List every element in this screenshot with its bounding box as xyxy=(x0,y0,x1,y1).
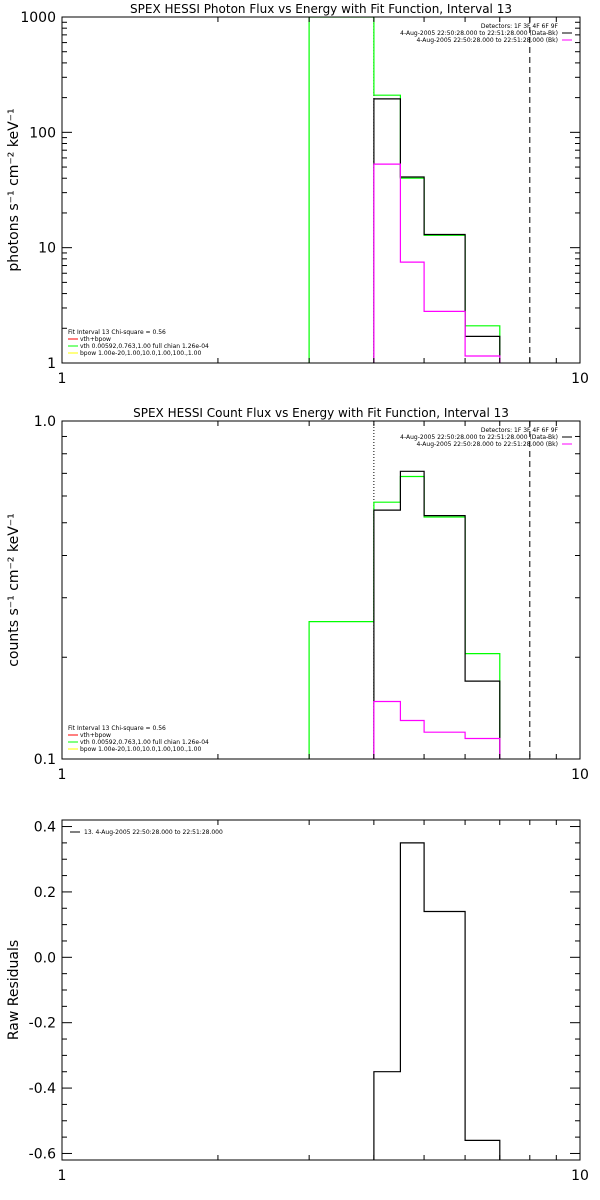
y-axis-label: Raw Residuals xyxy=(6,940,22,1040)
y-tick-label: 0.2 xyxy=(34,885,56,901)
chart-panel-2: SPEX HESSI Count Flux vs Energy with Fit… xyxy=(6,406,589,783)
legend-bottom-text: Fit Interval 13 Chi-square = 0.56 xyxy=(68,329,166,336)
x-tick-label: 1 xyxy=(58,767,67,783)
legend-bottom-text: vth 0.00592,0.763,1.00 full chian 1.26e-… xyxy=(80,343,209,350)
x-tick-label: 10 xyxy=(571,767,589,783)
series-line-2 xyxy=(373,470,501,759)
legend-bottom-text: bpow 1.00e-20,1.00,10.0,1.00,100.,1.00 xyxy=(80,350,201,357)
plot-frame xyxy=(61,16,581,364)
y-axis-label: counts s⁻¹ cm⁻² keV⁻¹ xyxy=(6,513,22,667)
legend-bottom-text: bpow 1.00e-20,1.00,10.0,1.00,100.,1.00 xyxy=(80,746,201,753)
chart-panel-1: SPEX HESSI Photon Flux vs Energy with Fi… xyxy=(6,2,589,387)
legend-top-text: 13. 4-Aug-2005 22:50:28.000 to 22:51:28.… xyxy=(84,829,223,836)
chart-title: SPEX HESSI Count Flux vs Energy with Fit… xyxy=(133,406,509,420)
y-tick-label: 1.0 xyxy=(34,414,56,430)
series-line-3 xyxy=(373,163,501,363)
legend-bottom-text: Fit Interval 13 Chi-square = 0.56 xyxy=(68,725,166,732)
legend-bottom-text: vth+bpow xyxy=(80,336,111,343)
y-tick-label: -0.6 xyxy=(29,1146,56,1162)
legend-bottom-text: vth 0.00592,0.763,1.00 full chian 1.26e-… xyxy=(80,739,209,746)
series-line-1 xyxy=(373,842,501,1160)
legend-top-text: Detectors: 1F 3F 4F 6F 9F xyxy=(481,427,559,434)
series-line-1 xyxy=(308,17,501,363)
y-tick-label: 1 xyxy=(47,356,56,372)
chart-panel-3: 1 10 0.4 0.2 0.0 -0.2 -0.4 -0.6 Raw Residuals 13.… xyxy=(6,819,589,1184)
y-tick-label: -0.2 xyxy=(29,1016,56,1032)
legend-bottom-text: vth+bpow xyxy=(80,732,111,739)
series-line-1 xyxy=(308,475,501,759)
y-tick-label: -0.4 xyxy=(29,1081,56,1097)
x-tick-label: 1 xyxy=(58,1168,67,1184)
y-tick-label: 0.0 xyxy=(34,950,56,966)
x-tick-label: 1 xyxy=(58,371,67,387)
legend-top-text: 4-Aug-2005 22:50:28.000 to 22:51:28.000 … xyxy=(416,441,558,448)
y-tick-label: 1000 xyxy=(20,10,56,26)
plot-frame xyxy=(61,420,581,760)
legend-top-text: 4-Aug-2005 22:50:28.000 to 22:51:28.000 … xyxy=(400,434,558,441)
chart-title: SPEX HESSI Photon Flux vs Energy with Fi… xyxy=(130,2,512,16)
y-tick-label: 100 xyxy=(29,125,56,141)
series-group xyxy=(308,470,501,759)
x-tick-label: 10 xyxy=(571,371,589,387)
plot-frame xyxy=(61,819,581,1161)
y-tick-label: 0.4 xyxy=(34,820,56,836)
series-group xyxy=(308,17,501,363)
series-line-2 xyxy=(373,98,501,363)
series-line-3 xyxy=(373,700,501,759)
legend-top-text: 4-Aug-2005 22:50:28.000 to 22:51:28.000 … xyxy=(416,37,558,44)
y-axis-label: photons s⁻¹ cm⁻² keV⁻¹ xyxy=(6,108,22,271)
x-tick-label: 10 xyxy=(571,1168,589,1184)
legend-top-text: Detectors: 1F 3F 4F 6F 9F xyxy=(481,23,559,30)
y-tick-label: 0.1 xyxy=(34,752,56,768)
legend-top-text: 4-Aug-2005 22:50:28.000 to 22:51:28.000 … xyxy=(400,30,558,37)
y-tick-label: 10 xyxy=(38,241,56,257)
series-group xyxy=(373,842,501,1160)
